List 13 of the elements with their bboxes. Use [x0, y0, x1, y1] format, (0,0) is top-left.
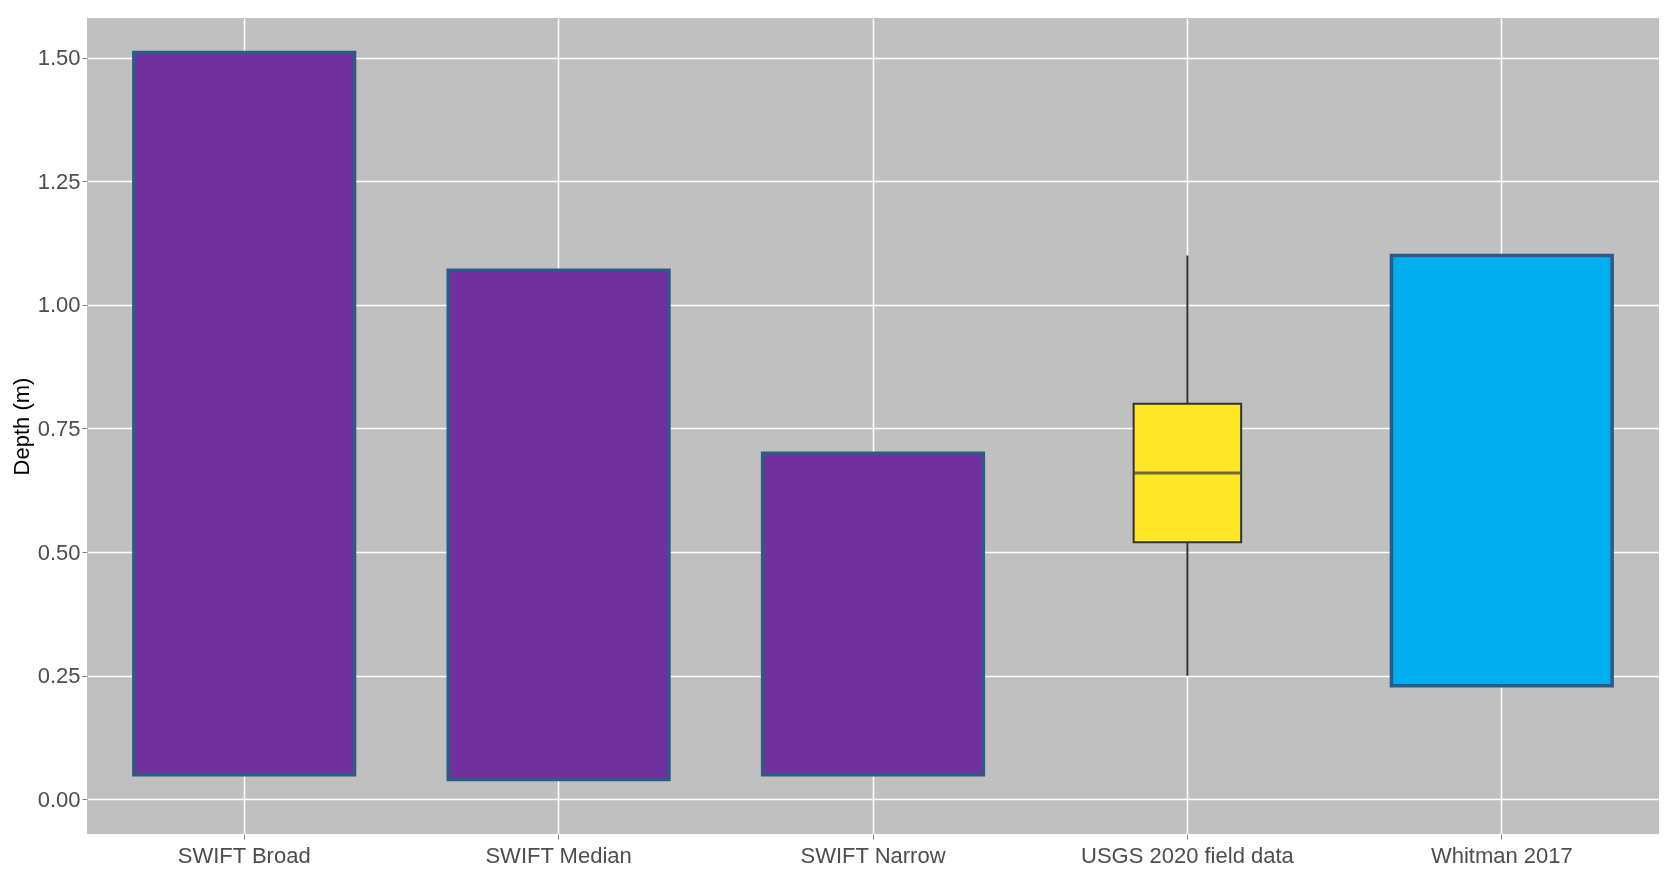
- y-tick-label: 1.00: [37, 292, 81, 318]
- x-tick-label: SWIFT Broad: [177, 842, 311, 868]
- y-tick-label: 1.25: [37, 168, 81, 194]
- y-tick-label: 0.50: [37, 539, 81, 565]
- y-tick-label: 1.50: [37, 45, 81, 71]
- y-tick-label: 0.75: [37, 415, 81, 441]
- y-axis-title: Depth (m): [8, 377, 34, 476]
- x-tick-label: SWIFT Narrow: [800, 842, 946, 868]
- x-tick-label: SWIFT Median: [485, 842, 632, 868]
- x-tick-label: USGS 2020 field data: [1080, 842, 1295, 868]
- x-tick-label: Whitman 2017: [1430, 842, 1573, 868]
- y-tick-label: 0.25: [37, 663, 81, 689]
- y-tick-label: 0.00: [37, 786, 81, 812]
